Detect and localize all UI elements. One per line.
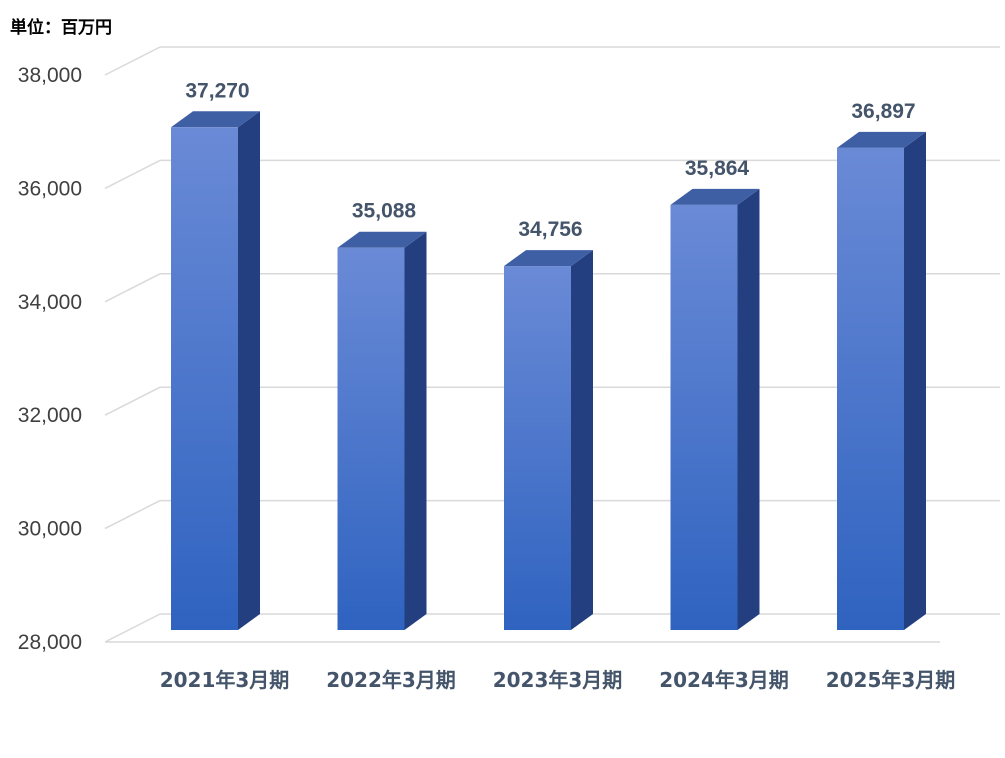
category-label: 2025年3月期 — [826, 668, 956, 692]
y-tick-label: 34,000 — [18, 291, 82, 314]
y-tick-label: 32,000 — [18, 404, 82, 427]
bar-side — [904, 131, 926, 630]
bar-top — [670, 188, 760, 205]
category-label: 2023年3月期 — [493, 668, 623, 692]
bar-front — [337, 247, 405, 630]
y-tick-label: 36,000 — [18, 177, 82, 200]
bar-front — [171, 127, 238, 631]
bar-side — [571, 250, 593, 631]
bar-front — [670, 204, 738, 630]
bar — [837, 131, 926, 630]
bar — [337, 231, 427, 630]
bar-side — [404, 231, 427, 630]
category-label: 2024年3月期 — [659, 668, 789, 692]
bar-top — [504, 250, 593, 267]
data-label: 36,897 — [851, 100, 915, 123]
bar-front — [837, 147, 904, 630]
category-label: 2021年3月期 — [160, 668, 290, 692]
bar-top — [837, 131, 926, 148]
y-axis-ticks: 28,000 30,000 32,000 34,000 36,000 38,000 — [18, 64, 82, 654]
data-label: 37,270 — [185, 79, 249, 102]
bar-top — [171, 111, 260, 128]
bar — [670, 188, 760, 630]
unit-label: 単位：百万円 — [10, 18, 112, 38]
y-tick-label: 38,000 — [18, 64, 82, 87]
bar-side — [737, 188, 760, 630]
y-tick-label: 28,000 — [18, 631, 82, 654]
bars — [171, 111, 926, 631]
category-label: 2022年3月期 — [326, 668, 456, 692]
data-label: 35,864 — [685, 157, 750, 180]
data-label: 34,756 — [518, 218, 582, 241]
y-tick-label: 30,000 — [18, 518, 82, 541]
data-labels: 37,270 35,088 34,756 35,864 36,897 — [185, 79, 915, 241]
data-label: 35,088 — [352, 200, 417, 223]
bar — [504, 250, 593, 631]
gridline — [104, 46, 1000, 76]
bar — [171, 111, 260, 631]
bar-side — [238, 111, 260, 630]
bar-front — [504, 266, 571, 630]
x-axis-categories: 2021年3月期 2022年3月期 2023年3月期 2024年3月期 2025年3月期 — [160, 668, 956, 692]
bar-top — [337, 231, 427, 248]
